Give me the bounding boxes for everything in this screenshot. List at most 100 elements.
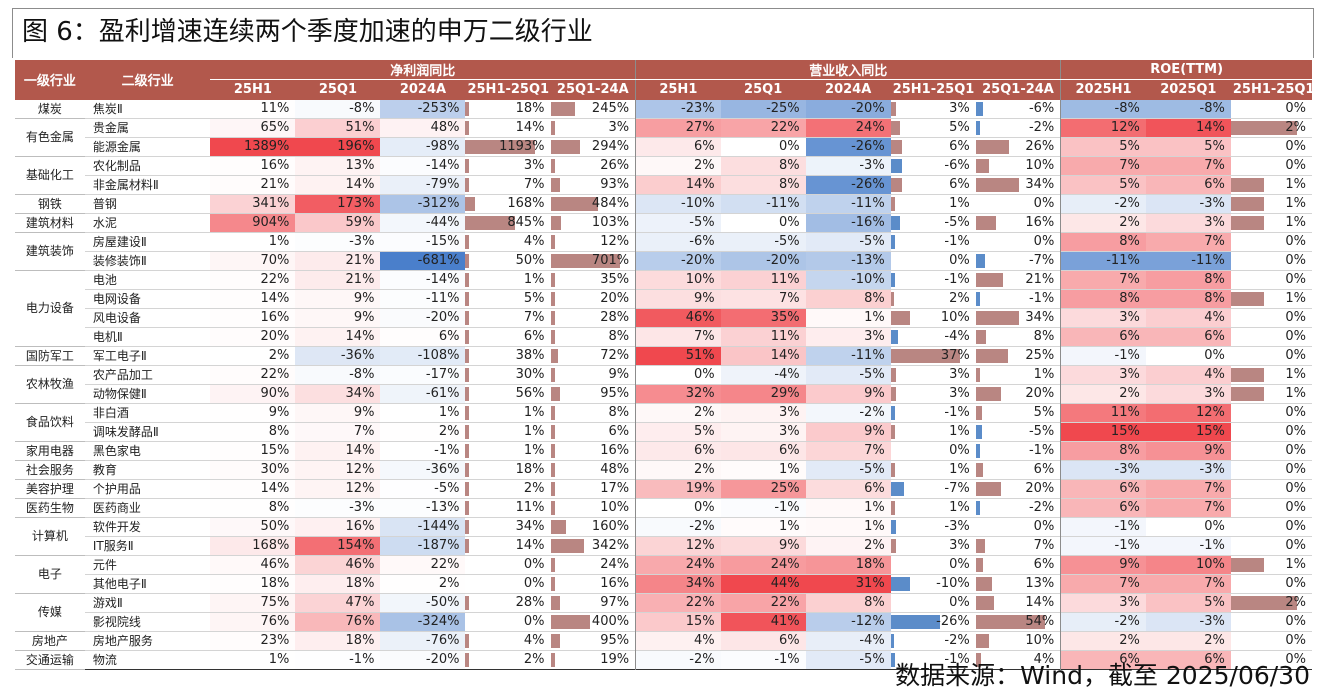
bar-value-label: 18% — [515, 100, 545, 116]
bar-value-cell: 1% — [1230, 194, 1312, 213]
bar-value-cell: 1% — [465, 403, 550, 422]
bar-value-cell: 56% — [465, 384, 550, 403]
bar-value-cell: 24% — [550, 555, 636, 574]
bar-value-cell: 50% — [465, 251, 550, 270]
bar-value-label: 19% — [600, 651, 630, 667]
value-bar — [550, 177, 560, 192]
bar-value-label: 13% — [1025, 575, 1055, 591]
bar-value-label: 1% — [1285, 214, 1306, 230]
level2-industry-cell: 其他电子Ⅱ — [92, 576, 147, 591]
bar-value-cell: 8% — [975, 327, 1061, 346]
bar-value-cell: 245% — [550, 100, 636, 119]
heat-value-cell: 8% — [1145, 270, 1231, 289]
value-bar — [1230, 177, 1265, 192]
bar-value-cell: 14% — [465, 536, 550, 555]
heat-value-cell: -14% — [380, 270, 466, 289]
heat-value-cell: -1% — [1060, 346, 1146, 365]
bar-value-label: 0% — [1033, 518, 1055, 534]
bar-value-label: 5% — [1033, 404, 1055, 420]
level2-industry-cell: 调味发酵品Ⅱ — [92, 424, 159, 439]
bar-value-cell: 11% — [465, 498, 550, 517]
bar-value-cell: 10% — [975, 156, 1061, 175]
bar-value-label: 0% — [1285, 613, 1306, 629]
heat-value-cell: 3% — [1060, 308, 1146, 327]
level1-industry-cell: 传媒 — [15, 593, 85, 632]
value-bar — [975, 272, 1003, 287]
level1-industry-cell: 家用电器 — [15, 441, 85, 461]
table-row: 建筑材料 水泥 904% 59% -44% 845% 103% -5% 0% -16% -5% 16%… — [15, 213, 1312, 233]
heat-value-cell: -26% — [805, 137, 891, 156]
bar-value-label: 6% — [1033, 556, 1055, 572]
heat-value-cell: 21% — [295, 270, 381, 289]
bar-value-label: 10% — [940, 309, 970, 325]
heat-value-cell: 3% — [805, 327, 891, 346]
heat-value-cell: -15% — [380, 232, 466, 251]
value-bar — [1230, 595, 1298, 610]
table-row: 电力设备 电池 22% 21% -14% 1% 35% 10% 11% -10% -1% 21% 7% 8… — [15, 270, 1312, 347]
bar-value-cell: 2% — [465, 650, 550, 669]
value-bar — [465, 595, 470, 610]
header-profit-col: 25Q1-24A — [550, 79, 636, 100]
bar-value-cell: 28% — [550, 308, 636, 327]
level2-industry-cell: 能源金属 — [92, 139, 141, 154]
bar-value-label: 0% — [949, 252, 970, 268]
bar-value-label: 26% — [1025, 138, 1055, 154]
heat-value-cell: 7% — [1145, 498, 1231, 517]
value-bar — [890, 215, 901, 230]
value-bar — [975, 139, 1010, 154]
bar-value-cell: -2% — [975, 498, 1061, 517]
heat-value-cell: 16% — [210, 156, 296, 175]
heat-value-cell: 11% — [1060, 403, 1146, 422]
heat-value-cell: 2% — [1060, 631, 1146, 650]
table-row: 调味发酵品Ⅱ 8% 7% 2% 1% 6% 5% 3% 9% 1% -5% 15% 15% 0% — [15, 422, 1312, 441]
heat-value-cell: 3% — [720, 422, 806, 441]
heat-value-cell: 48% — [380, 118, 466, 137]
value-bar — [890, 139, 902, 154]
bar-value-label: 0% — [1285, 442, 1306, 458]
value-bar — [465, 424, 470, 439]
bar-value-cell: 14% — [465, 118, 550, 137]
bar-value-cell: 0% — [1231, 536, 1312, 555]
table-row: 钢铁 普钢 341% 173% -312% 168% 484% -10% -11% -11% 1% 0… — [15, 194, 1312, 214]
heat-value-cell: 6% — [1145, 175, 1231, 194]
bar-value-label: -5% — [944, 214, 970, 230]
bar-value-cell: 30% — [465, 365, 550, 384]
heat-value-cell: 9% — [805, 422, 891, 441]
heat-value-cell: -187% — [380, 536, 466, 555]
heat-value-cell: 8% — [210, 422, 296, 441]
heat-value-cell: 7% — [1145, 232, 1231, 251]
heat-value-cell: 5% — [635, 422, 721, 441]
bar-value-cell: 1% — [1230, 365, 1312, 384]
heat-value-cell: -144% — [380, 517, 466, 536]
bar-value-cell: 0% — [465, 612, 550, 631]
bar-value-label: 25% — [1025, 347, 1055, 363]
heat-value-cell: -1% — [720, 650, 806, 669]
heat-value-cell: -5% — [805, 460, 891, 479]
bar-value-cell: 16% — [550, 574, 636, 593]
heat-value-cell: 6% — [720, 631, 806, 650]
level1-industry-cell: 食品饮料 — [15, 403, 85, 442]
bar-value-label: 0% — [1285, 309, 1306, 325]
value-bar — [890, 462, 895, 477]
heat-value-cell: 3% — [1145, 384, 1231, 403]
bar-value-cell: 1% — [890, 498, 976, 517]
heat-value-cell: 9% — [210, 403, 296, 422]
value-bar — [465, 652, 470, 667]
level2-industry-cell: 焦炭Ⅱ — [92, 101, 123, 116]
level1-industry-cell: 国防军工 — [15, 346, 85, 366]
bar-value-label: -2% — [1028, 499, 1055, 515]
bar-value-cell: -2% — [975, 118, 1061, 137]
heat-value-cell: 65% — [210, 118, 296, 137]
level2-industry-cell: 装修装饰Ⅱ — [92, 253, 147, 268]
value-bar — [1230, 196, 1265, 211]
bar-value-label: 0% — [1285, 157, 1306, 173]
bar-value-label: 16% — [1025, 214, 1055, 230]
bar-value-cell: -4% — [890, 327, 976, 346]
bar-value-cell: 18% — [465, 460, 550, 479]
value-bar — [975, 310, 1020, 325]
value-bar — [975, 424, 983, 439]
heat-value-cell: 14% — [210, 479, 296, 498]
figure-title: 图 6：盈利增速连续两个季度加速的申万二级行业 — [22, 17, 593, 47]
heat-value-cell: -3% — [295, 498, 381, 517]
heat-value-cell: 8% — [720, 156, 806, 175]
